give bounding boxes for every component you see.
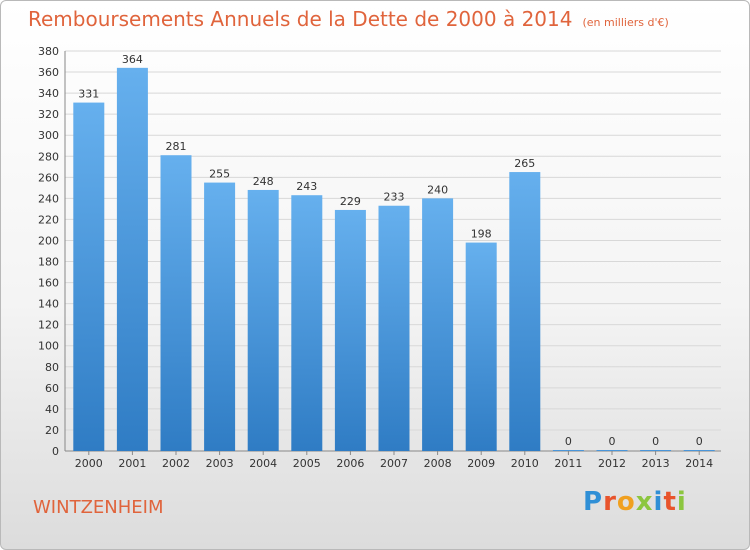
bar-value-label: 229 <box>340 195 361 208</box>
bar <box>73 102 105 451</box>
x-tick-label: 2014 <box>685 457 713 470</box>
bar <box>509 172 541 452</box>
logo-letter: r <box>603 487 617 517</box>
bar <box>247 189 279 451</box>
y-tick-label: 280 <box>38 150 59 163</box>
y-tick-label: 200 <box>38 234 59 247</box>
bar-value-label: 233 <box>384 191 405 204</box>
bar <box>552 450 584 451</box>
bar-value-label: 240 <box>427 183 448 196</box>
y-tick-label: 40 <box>45 403 59 416</box>
logo-letter: t <box>663 487 677 517</box>
y-tick-label: 220 <box>38 213 59 226</box>
y-tick-label: 380 <box>38 45 59 58</box>
logo-letter: o <box>616 487 636 517</box>
bar-value-label: 331 <box>78 88 99 101</box>
y-tick-label: 340 <box>38 87 59 100</box>
x-tick-label: 2004 <box>249 457 277 470</box>
logo-letter: x <box>635 487 654 517</box>
x-tick-label: 2005 <box>293 457 321 470</box>
x-tick-label: 2006 <box>336 457 364 470</box>
y-tick-label: 300 <box>38 129 59 142</box>
x-tick-label: 2013 <box>642 457 670 470</box>
y-tick-label: 80 <box>45 361 59 374</box>
bar-value-label: 0 <box>609 435 616 448</box>
bar-value-label: 248 <box>253 175 274 188</box>
bar <box>160 155 192 452</box>
y-tick-label: 260 <box>38 171 59 184</box>
bar <box>116 67 148 451</box>
chart-title: Remboursements Annuels de la Dette de 20… <box>28 7 573 31</box>
y-tick-label: 160 <box>38 277 59 290</box>
bar <box>291 195 323 451</box>
bar-value-label: 281 <box>166 140 187 153</box>
proxiti-logo: Proxiti <box>583 487 687 517</box>
x-tick-label: 2007 <box>380 457 408 470</box>
x-tick-label: 2000 <box>75 457 103 470</box>
y-tick-label: 140 <box>38 298 59 311</box>
bar <box>596 450 628 451</box>
y-tick-label: 120 <box>38 319 59 332</box>
bar <box>334 209 366 451</box>
y-tick-label: 320 <box>38 108 59 121</box>
y-tick-label: 0 <box>52 445 59 458</box>
bar-value-label: 0 <box>652 435 659 448</box>
x-tick-label: 2009 <box>467 457 495 470</box>
bar <box>683 450 715 451</box>
bar-value-label: 0 <box>696 435 703 448</box>
bar-value-label: 243 <box>296 180 317 193</box>
commune-name: WINTZENHEIM <box>33 497 164 518</box>
y-tick-label: 360 <box>38 66 59 79</box>
chart-unit: (en milliers d'€) <box>582 16 669 29</box>
y-tick-label: 100 <box>38 340 59 353</box>
bar <box>465 242 497 451</box>
bar <box>640 450 672 451</box>
x-tick-label: 2010 <box>511 457 539 470</box>
logo-letter: i <box>653 487 664 517</box>
x-tick-label: 2001 <box>118 457 146 470</box>
bar-value-label: 265 <box>514 157 535 170</box>
logo-letter: i <box>676 487 687 517</box>
y-tick-label: 20 <box>45 424 59 437</box>
bar-value-label: 0 <box>565 435 572 448</box>
bar-value-label: 198 <box>471 228 492 241</box>
logo-letter: P <box>583 487 604 517</box>
x-tick-label: 2003 <box>206 457 234 470</box>
bar <box>422 198 454 451</box>
x-tick-label: 2008 <box>424 457 452 470</box>
chart-title-block: Remboursements Annuels de la Dette de 20… <box>28 7 669 31</box>
x-tick-label: 2002 <box>162 457 190 470</box>
y-tick-label: 180 <box>38 256 59 269</box>
y-tick-label: 60 <box>45 382 59 395</box>
bar-value-label: 255 <box>209 168 230 181</box>
bar <box>204 182 236 451</box>
x-tick-label: 2011 <box>554 457 582 470</box>
bar <box>378 205 410 451</box>
bar-value-label: 364 <box>122 53 143 66</box>
x-tick-label: 2012 <box>598 457 626 470</box>
y-tick-label: 240 <box>38 192 59 205</box>
